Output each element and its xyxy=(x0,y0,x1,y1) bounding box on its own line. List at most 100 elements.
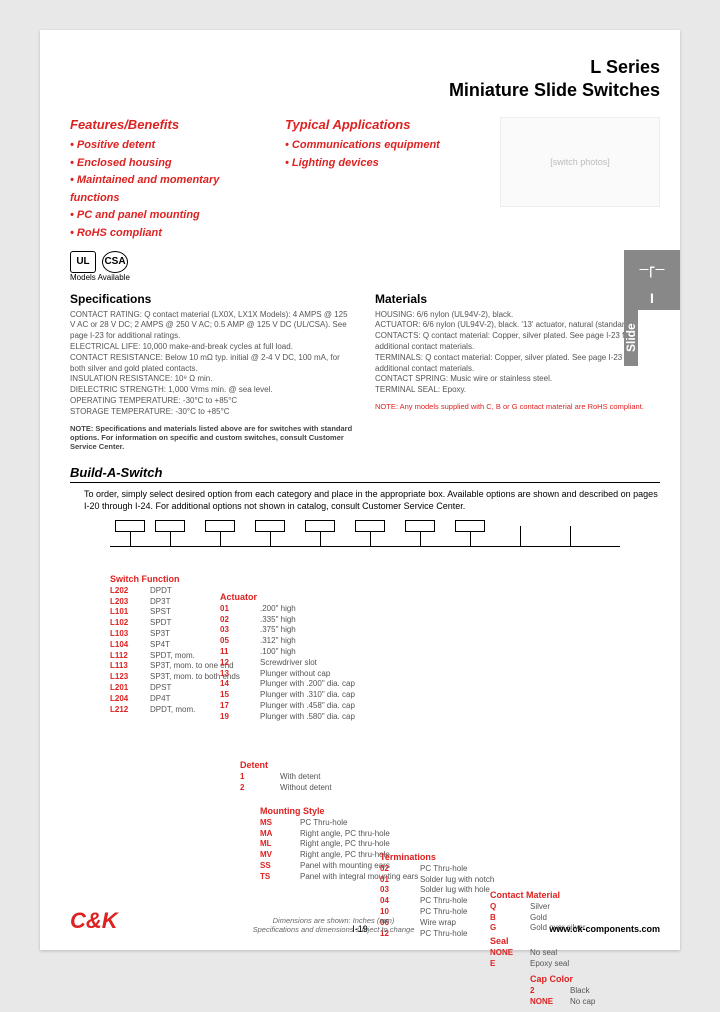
option-label: PC Thru-hole xyxy=(420,864,467,875)
option-code: L101 xyxy=(110,607,144,618)
option-row: MSPC Thru-hole xyxy=(260,818,418,829)
feature-item: Enclosed housing xyxy=(70,155,255,173)
option-label: .100" high xyxy=(260,647,296,658)
option-code: 2 xyxy=(530,986,564,997)
ladder-box xyxy=(115,520,145,532)
option-code: L103 xyxy=(110,629,144,640)
option-row: 02.335" high xyxy=(220,615,355,626)
option-code: L204 xyxy=(110,694,144,705)
option-row: 2Without detent xyxy=(240,783,332,794)
option-code: 11 xyxy=(220,647,254,658)
option-label: PC Thru-hole xyxy=(300,818,347,829)
group-title: Detent xyxy=(240,760,332,770)
option-code: 13 xyxy=(220,669,254,680)
option-label: DPST xyxy=(150,683,171,694)
option-code: NONE xyxy=(490,948,524,959)
ladder-stub xyxy=(520,526,521,546)
ordering-ladder xyxy=(110,526,660,566)
group-title: Mounting Style xyxy=(260,806,418,816)
option-row: L113SP3T, mom. to one end xyxy=(110,661,660,672)
option-code: ML xyxy=(260,839,294,850)
option-row: L123SP3T, mom. to both ends xyxy=(110,672,660,683)
option-label: DPDT xyxy=(150,586,172,597)
group-title: Actuator xyxy=(220,592,355,602)
option-row: 12Screwdriver slot xyxy=(220,658,355,669)
option-row: 14Plunger with .200" dia. cap xyxy=(220,679,355,690)
option-row: 02 PC Thru-hole xyxy=(380,864,494,875)
ladder-box xyxy=(305,520,335,532)
option-row: 17Plunger with .458" dia. cap xyxy=(220,701,355,712)
title-line1: L Series xyxy=(590,57,660,77)
group-switchfn: Switch FunctionL202DPDTL203DP3TL101SPSTL… xyxy=(110,574,660,716)
option-label: Plunger with .310" dia. cap xyxy=(260,690,355,701)
ladder-box xyxy=(155,520,185,532)
group-detent: Detent 1With detent2Without detent xyxy=(240,760,332,794)
ladder-line xyxy=(110,546,620,547)
ladder-box xyxy=(255,520,285,532)
group-seal: Seal NONE No sealEEpoxy seal xyxy=(490,936,569,970)
option-label: .312" high xyxy=(260,636,296,647)
apps-list: Communications equipmentLighting devices xyxy=(285,137,470,172)
features-heading: Features/Benefits xyxy=(70,117,255,132)
apps-col: Typical Applications Communications equi… xyxy=(285,117,470,282)
apps-heading: Typical Applications xyxy=(285,117,470,132)
ladder-box xyxy=(205,520,235,532)
option-row: 2Black xyxy=(530,986,595,997)
build-heading: Build-A-Switch xyxy=(70,465,660,483)
option-label: PC Thru-hole xyxy=(420,896,467,907)
option-code: L113 xyxy=(110,661,144,672)
option-label: SPDT, mom. xyxy=(150,651,195,662)
build-section: Build-A-Switch To order, simply select d… xyxy=(70,465,660,716)
option-label: .200" high xyxy=(260,604,296,615)
option-row: 15Plunger with .310" dia. cap xyxy=(220,690,355,701)
feature-item: RoHS compliant xyxy=(70,225,255,243)
option-label: Epoxy seal xyxy=(530,959,569,970)
option-label: Plunger with .200" dia. cap xyxy=(260,679,355,690)
certifications: UL CSA xyxy=(70,251,255,273)
side-tab: ⎯⎡⎯ I Slide xyxy=(624,250,680,366)
materials-col: Materials HOUSING: 6/6 nylon (UL94V-2), … xyxy=(375,292,660,451)
option-row: L202DPDT xyxy=(110,586,660,597)
option-row: 19 Plunger with .580" dia. cap xyxy=(220,712,355,723)
materials-heading: Materials xyxy=(375,292,660,306)
option-code: 2 xyxy=(240,783,274,794)
option-row: 1With detent xyxy=(240,772,332,783)
option-row: EEpoxy seal xyxy=(490,959,569,970)
option-label: DPDT, mom. xyxy=(150,705,195,716)
option-label: With detent xyxy=(280,772,320,783)
group-title: Seal xyxy=(490,936,569,946)
materials-body: HOUSING: 6/6 nylon (UL94V-2), black.ACTU… xyxy=(375,310,660,396)
option-row: 01.200" high xyxy=(220,604,355,615)
option-label: SPDT xyxy=(150,618,171,629)
option-label: Right angle, PC thru-hole xyxy=(300,839,390,850)
specs-body: CONTACT RATING: Q contact material (LX0X… xyxy=(70,310,355,418)
option-code: MV xyxy=(260,850,294,861)
option-code: L123 xyxy=(110,672,144,683)
ladder-box xyxy=(405,520,435,532)
product-image: [switch photos] xyxy=(500,117,660,207)
ladder-stub xyxy=(570,526,571,546)
top-columns: Features/Benefits Positive detentEnclose… xyxy=(70,117,660,282)
feature-item: Maintained and momentary functions xyxy=(70,172,255,207)
option-label: Plunger with .580" dia. cap xyxy=(260,712,355,723)
option-row: ML Right angle, PC thru-hole xyxy=(260,839,418,850)
option-label: .375" high xyxy=(260,625,296,636)
option-row: L212DPDT, mom. xyxy=(110,705,660,716)
option-label: .335" high xyxy=(260,615,296,626)
option-row: L102 SPDT xyxy=(110,618,660,629)
option-row: 03.375" high xyxy=(220,625,355,636)
option-row: 11 .100" high xyxy=(220,647,355,658)
specs-heading: Specifications xyxy=(70,292,355,306)
option-code: L112 xyxy=(110,651,144,662)
option-label: No seal xyxy=(530,948,557,959)
tab-section-letter: I xyxy=(624,286,680,310)
option-row: 04 PC Thru-hole xyxy=(380,896,494,907)
option-code: 04 xyxy=(380,896,414,907)
option-code: 19 xyxy=(220,712,254,723)
tab-label: Slide xyxy=(624,310,638,366)
option-code: NONE xyxy=(530,997,564,1008)
option-label: Plunger without cap xyxy=(260,669,330,680)
option-code: 02 xyxy=(380,864,414,875)
option-code: 12 xyxy=(220,658,254,669)
option-code: L102 xyxy=(110,618,144,629)
